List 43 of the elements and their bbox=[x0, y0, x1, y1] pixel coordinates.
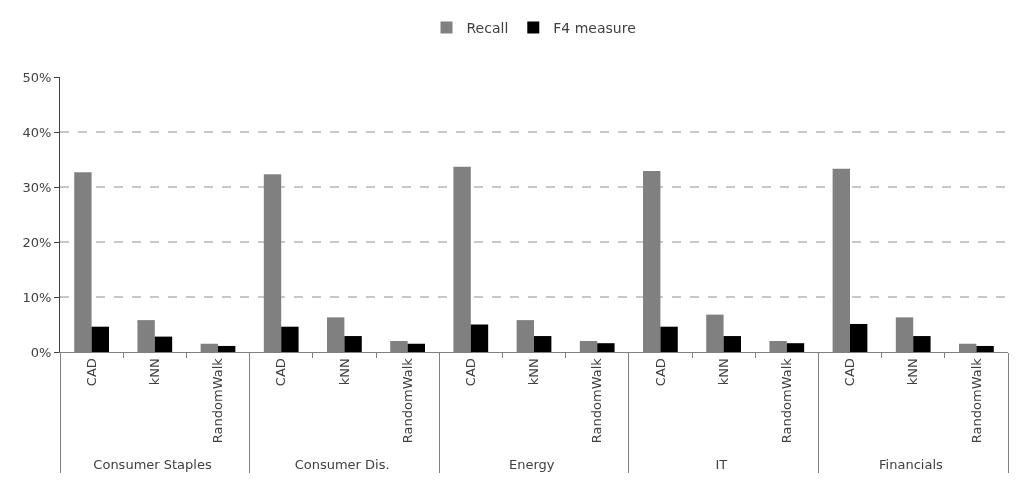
y-tick-label: 40% bbox=[22, 124, 52, 140]
bar bbox=[281, 326, 299, 352]
y-tick-label: 50% bbox=[22, 69, 52, 85]
bar bbox=[723, 336, 741, 352]
y-tick-label: 30% bbox=[22, 179, 52, 195]
bar bbox=[154, 336, 173, 352]
bar bbox=[597, 343, 615, 352]
bar bbox=[470, 324, 489, 352]
x-tick-label: kNN bbox=[905, 358, 921, 386]
x-tick-label: RandomWalk bbox=[968, 357, 984, 444]
text: Energy bbox=[508, 457, 555, 473]
y-tick-label: 20% bbox=[22, 234, 52, 250]
bar bbox=[976, 345, 994, 352]
x-tick-label: CAD bbox=[83, 358, 99, 387]
bar bbox=[91, 326, 109, 352]
bar bbox=[913, 336, 931, 352]
legend-label: F4 measure bbox=[553, 20, 636, 37]
x-tick-label: CAD bbox=[652, 358, 668, 387]
x-tick-label: kNN bbox=[147, 358, 163, 386]
bar bbox=[660, 326, 678, 352]
x-tick-label: RandomWalk bbox=[399, 357, 415, 444]
bar bbox=[534, 336, 552, 352]
y-tick-label: 0% bbox=[30, 344, 52, 360]
x-tick-label: CAD bbox=[273, 358, 289, 387]
legend-label: Recall bbox=[466, 20, 509, 37]
text: Consumer Staples bbox=[93, 457, 212, 473]
bar bbox=[218, 345, 236, 352]
x-tick-label: kNN bbox=[715, 358, 731, 386]
x-tick-label: kNN bbox=[526, 358, 542, 386]
text: IT bbox=[715, 457, 728, 473]
text: Financials bbox=[879, 457, 943, 473]
x-tick-label: CAD bbox=[463, 358, 479, 387]
bar bbox=[344, 336, 362, 352]
bar bbox=[850, 323, 868, 352]
x-tick-label: RandomWalk bbox=[210, 357, 226, 444]
x-tick-label: kNN bbox=[336, 358, 352, 386]
bar bbox=[786, 343, 805, 352]
x-tick-label: RandomWalk bbox=[589, 357, 605, 444]
y-tick-label: 10% bbox=[22, 289, 52, 305]
x-tick-label: RandomWalk bbox=[779, 357, 795, 444]
x-tick-label: CAD bbox=[842, 358, 858, 387]
bar bbox=[407, 343, 425, 352]
text: Consumer Dis. bbox=[294, 457, 390, 473]
